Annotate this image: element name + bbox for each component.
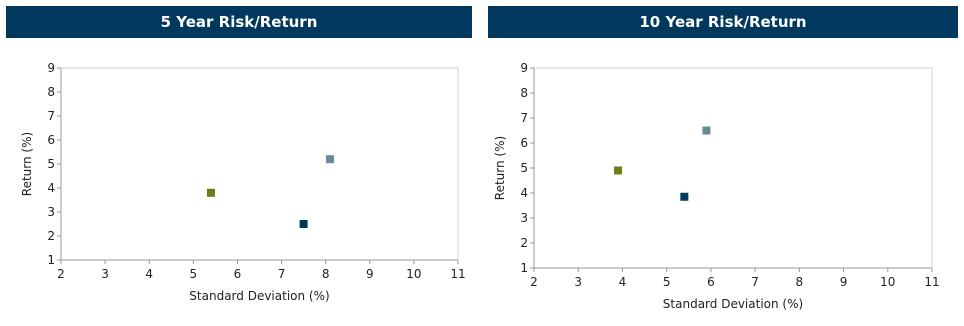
data-point	[614, 166, 623, 175]
x-tick-label: 4	[145, 267, 153, 281]
x-tick-label: 2	[530, 275, 538, 289]
y-tick-label: 3	[47, 205, 55, 219]
y-tick-label: 4	[47, 181, 55, 195]
data-point	[206, 188, 215, 197]
x-tick-label: 6	[234, 267, 242, 281]
x-tick-label: 4	[619, 275, 627, 289]
x-tick-label: 9	[840, 275, 848, 289]
x-tick-label: 2	[57, 267, 65, 281]
y-tick-label: 4	[520, 186, 528, 200]
y-tick-label: 2	[520, 236, 528, 250]
y-tick-label: 1	[47, 253, 55, 267]
y-tick-label: 9	[47, 61, 55, 75]
y-tick-label: 9	[520, 61, 528, 75]
y-tick-label: 5	[47, 157, 55, 171]
y-tick-label: 6	[47, 133, 55, 147]
x-tick-label: 3	[574, 275, 582, 289]
x-tick-label: 9	[366, 267, 374, 281]
data-point	[326, 155, 335, 164]
y-tick-label: 1	[520, 261, 528, 275]
chart-title-bar: 10 Year Risk/Return	[488, 6, 958, 38]
chart-panel-5yr: 5 Year Risk/Return 1 2 3 4 5 6 7 8 9 2 3 4 5 6 7 8 9 10 11…	[0, 0, 478, 326]
y-axis-title: Return (%)	[20, 132, 34, 196]
x-axis-title: Standard Deviation (%)	[663, 297, 803, 311]
chart-panel-10yr: 10 Year Risk/Return 1 2 3 4 5 6 7 8 9 2 3 4 5 6 7 8 9 10 1…	[482, 0, 964, 326]
x-tick-label: 5	[663, 275, 671, 289]
y-axis-title: Return (%)	[493, 136, 507, 200]
x-tick-label: 8	[322, 267, 330, 281]
data-point	[680, 192, 689, 201]
x-tick-label: 11	[450, 267, 465, 281]
y-tick-label: 2	[47, 229, 55, 243]
data-point	[299, 220, 308, 228]
chart-title: 5 Year Risk/Return	[160, 13, 318, 31]
y-tick-label: 7	[47, 109, 55, 123]
x-axis-title: Standard Deviation (%)	[189, 289, 329, 303]
y-tick-label: 6	[520, 136, 528, 150]
data-point	[702, 126, 711, 135]
x-tick-label: 10	[880, 275, 895, 289]
x-tick-label: 10	[406, 267, 421, 281]
y-tick-label: 3	[520, 211, 528, 225]
x-tick-label: 3	[101, 267, 109, 281]
y-tick-label: 5	[520, 161, 528, 175]
y-tick-label: 8	[47, 85, 55, 99]
y-tick-label: 7	[520, 111, 528, 125]
x-tick-label: 7	[751, 275, 759, 289]
y-tick-label: 8	[520, 86, 528, 100]
chart-title: 10 Year Risk/Return	[639, 13, 807, 31]
x-tick-label: 11	[924, 275, 939, 289]
chart-title-bar: 5 Year Risk/Return	[6, 6, 472, 38]
x-tick-label: 8	[796, 275, 804, 289]
x-tick-label: 6	[707, 275, 715, 289]
x-tick-label: 7	[278, 267, 286, 281]
x-tick-label: 5	[190, 267, 198, 281]
